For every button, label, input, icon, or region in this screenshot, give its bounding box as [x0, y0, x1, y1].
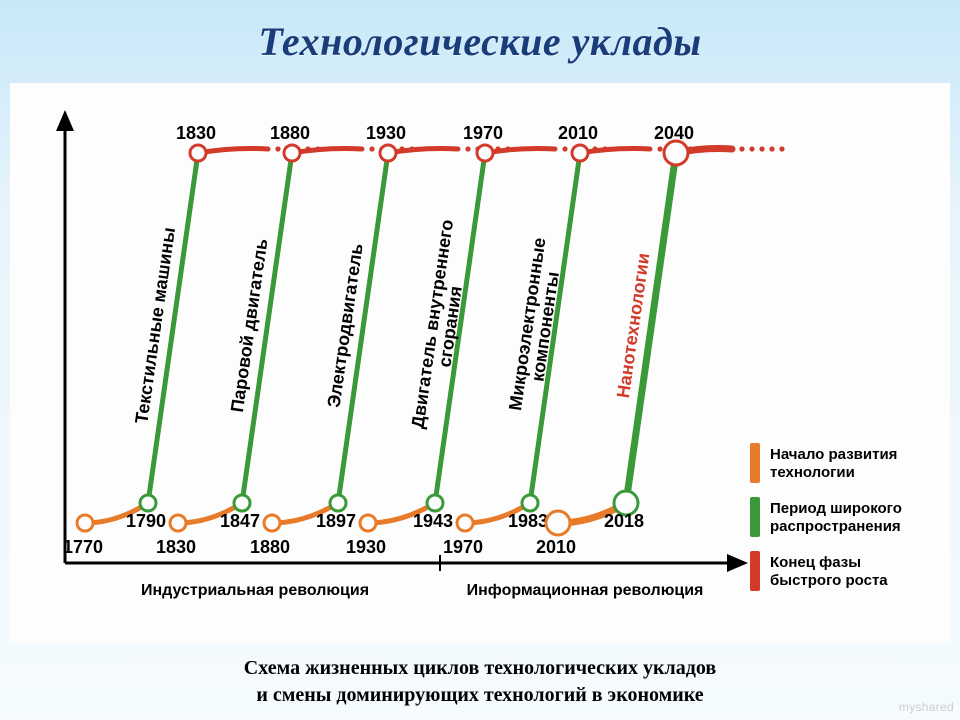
chart-caption: Схема жизненных циклов технологических у… [0, 651, 960, 709]
svg-text:1880: 1880 [250, 537, 290, 557]
page-title: Технологические уклады [0, 0, 960, 65]
svg-text:1930: 1930 [366, 123, 406, 143]
watermark: myshared [899, 700, 954, 714]
svg-text:Начало развития: Начало развития [770, 446, 897, 463]
svg-text:распространения: распространения [770, 518, 901, 535]
svg-text:Конец фазы: Конец фазы [770, 554, 861, 571]
svg-text:2010: 2010 [558, 123, 598, 143]
lifecycle-chart: 177017901830Текстильные машины1830184718… [10, 83, 950, 643]
svg-text:2040: 2040 [654, 123, 694, 143]
caption-line-2: и смены доминирующих технологий в эконом… [256, 684, 703, 706]
chart-container: 177017901830Текстильные машины1830184718… [10, 83, 950, 643]
svg-text:1880: 1880 [270, 123, 310, 143]
svg-text:Индустриальная революция: Индустриальная революция [141, 582, 369, 599]
svg-text:1830: 1830 [176, 123, 216, 143]
svg-text:технологии: технологии [770, 464, 855, 481]
svg-text:1970: 1970 [443, 537, 483, 557]
svg-text:2010: 2010 [536, 537, 576, 557]
svg-text:1770: 1770 [63, 537, 103, 557]
svg-text:2018: 2018 [604, 511, 644, 531]
svg-text:быстрого роста: быстрого роста [770, 572, 888, 589]
svg-text:Период широкого: Период широкого [770, 500, 902, 517]
svg-text:1930: 1930 [346, 537, 386, 557]
svg-text:1983: 1983 [508, 511, 548, 531]
svg-text:1830: 1830 [156, 537, 196, 557]
svg-text:1897: 1897 [316, 511, 356, 531]
svg-text:1790: 1790 [126, 511, 166, 531]
svg-text:Информационная революция: Информационная революция [467, 582, 704, 599]
svg-text:1970: 1970 [463, 123, 503, 143]
svg-text:1847: 1847 [220, 511, 260, 531]
caption-line-1: Схема жизненных циклов технологических у… [244, 657, 716, 679]
svg-text:1943: 1943 [413, 511, 453, 531]
